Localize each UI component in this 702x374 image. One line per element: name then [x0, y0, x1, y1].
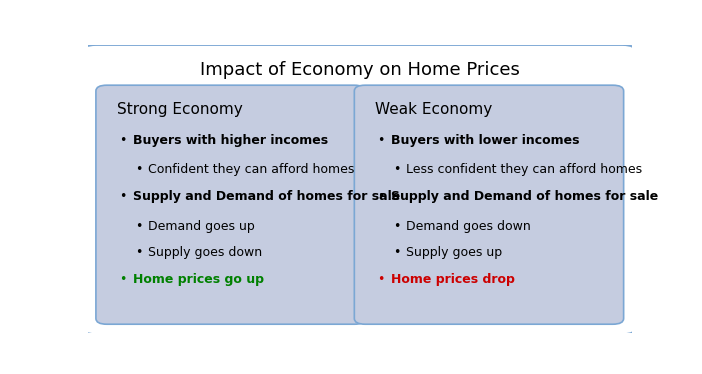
Text: Supply goes up: Supply goes up	[406, 246, 502, 260]
Text: •: •	[377, 134, 385, 147]
Text: Home prices go up: Home prices go up	[133, 273, 264, 286]
Text: Less confident they can afford homes: Less confident they can afford homes	[406, 163, 642, 176]
FancyBboxPatch shape	[96, 85, 365, 324]
Text: Strong Economy: Strong Economy	[117, 102, 242, 117]
Text: •: •	[119, 273, 126, 286]
Text: •: •	[394, 163, 401, 176]
Text: Supply goes down: Supply goes down	[147, 246, 262, 260]
Text: Home prices drop: Home prices drop	[391, 273, 515, 286]
Text: •: •	[394, 220, 401, 233]
Text: Demand goes down: Demand goes down	[406, 220, 531, 233]
Text: Weak Economy: Weak Economy	[375, 102, 492, 117]
Text: •: •	[135, 246, 143, 260]
Text: •: •	[119, 190, 126, 203]
Text: Supply and Demand of homes for sale: Supply and Demand of homes for sale	[133, 190, 400, 203]
Text: Buyers with higher incomes: Buyers with higher incomes	[133, 134, 328, 147]
Text: Demand goes up: Demand goes up	[147, 220, 254, 233]
Text: •: •	[394, 246, 401, 260]
Text: •: •	[377, 273, 385, 286]
Text: •: •	[135, 220, 143, 233]
Text: Impact of Economy on Home Prices: Impact of Economy on Home Prices	[200, 61, 519, 79]
Text: Buyers with lower incomes: Buyers with lower incomes	[391, 134, 580, 147]
FancyBboxPatch shape	[82, 45, 636, 334]
Text: •: •	[135, 163, 143, 176]
FancyBboxPatch shape	[355, 85, 623, 324]
Text: Supply and Demand of homes for sale: Supply and Demand of homes for sale	[391, 190, 658, 203]
Text: •: •	[377, 190, 385, 203]
Text: •: •	[119, 134, 126, 147]
Text: Confident they can afford homes: Confident they can afford homes	[147, 163, 354, 176]
